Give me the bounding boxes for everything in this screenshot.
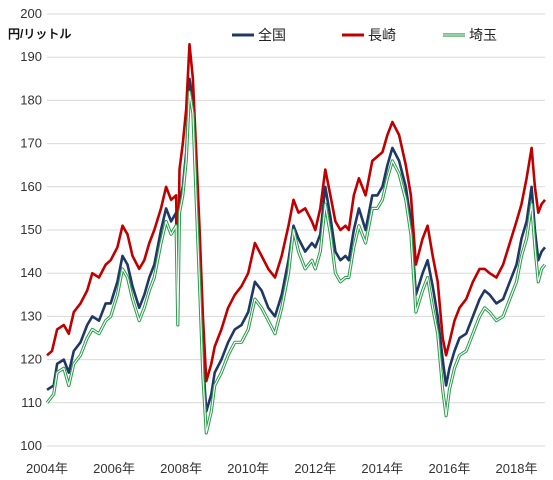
legend-label: 埼玉 [469,27,497,43]
y-tick-label: 130 [20,308,42,323]
y-tick-label: 110 [21,395,42,410]
x-tick-label: 2012年 [294,461,336,476]
y-axis-unit-label: 円/リットル [8,27,71,41]
series-line-0 [46,77,547,413]
y-tick-label: 160 [20,179,42,194]
x-tick-label: 2004年 [26,461,68,476]
x-tick-label: 2006年 [93,461,135,476]
x-tick-label: 2014年 [361,461,403,476]
series-line-2-inner [46,91,546,434]
series-lines [45,42,547,435]
x-tick-label: 2018年 [496,461,538,476]
y-tick-label: 180 [20,92,42,107]
legend: 全国 長崎 埼玉 [232,27,497,43]
x-tick-label: 2010年 [227,461,269,476]
series-line-1 [46,42,547,383]
y-tick-label: 140 [20,265,42,280]
x-tick-label: 2016年 [428,461,470,476]
legend-label: 全国 [258,27,286,43]
y-axis-ticks: 100 110 120 130 140 150 160 170 180 190 200 [20,6,42,453]
x-axis-ticks: 2004年 2006年 2008年 2010年 2012年 2014年 2016年 2018年 [26,461,537,476]
x-tick-label: 2008年 [160,461,202,476]
y-tick-label: 120 [20,352,42,367]
y-tick-label: 100 [20,438,42,453]
y-tick-label: 190 [20,49,42,64]
legend-label: 長崎 [368,27,396,43]
y-tick-label: 200 [20,6,42,21]
y-tick-label: 150 [20,222,42,237]
y-tick-label: 170 [20,136,42,151]
